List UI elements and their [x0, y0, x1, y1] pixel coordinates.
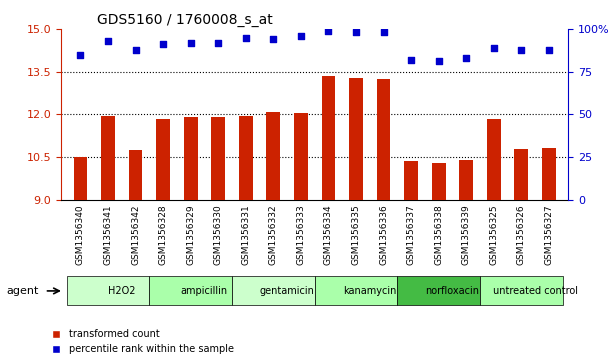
Text: agent: agent — [7, 286, 39, 296]
FancyBboxPatch shape — [397, 277, 480, 305]
Bar — [129, 150, 142, 200]
Point — [186, 40, 196, 46]
FancyBboxPatch shape — [149, 277, 232, 305]
Point — [131, 46, 141, 52]
Bar — [266, 111, 280, 200]
Bar — [349, 78, 363, 200]
FancyBboxPatch shape — [67, 277, 149, 305]
Bar — [294, 113, 308, 200]
Point — [324, 28, 334, 34]
Bar — [542, 148, 556, 200]
Point — [406, 57, 416, 63]
Point — [213, 40, 223, 46]
Bar — [432, 163, 445, 200]
Bar — [101, 116, 115, 200]
Text: ampicillin: ampicillin — [181, 286, 228, 296]
Point — [434, 58, 444, 64]
Text: norfloxacin: norfloxacin — [425, 286, 480, 296]
Bar — [211, 117, 225, 200]
Point — [516, 46, 526, 52]
Point — [461, 55, 471, 61]
Point — [489, 45, 499, 51]
Legend: transformed count, percentile rank within the sample: transformed count, percentile rank withi… — [48, 326, 238, 358]
Point — [379, 29, 389, 35]
Bar — [459, 160, 473, 200]
Point — [544, 46, 554, 52]
Bar — [404, 161, 418, 200]
Point — [103, 38, 113, 44]
Text: GDS5160 / 1760008_s_at: GDS5160 / 1760008_s_at — [97, 13, 273, 26]
Point — [268, 36, 278, 42]
Bar — [321, 76, 335, 200]
FancyBboxPatch shape — [480, 277, 563, 305]
Text: kanamycin: kanamycin — [343, 286, 397, 296]
Point — [241, 34, 251, 40]
Text: gentamicin: gentamicin — [260, 286, 315, 296]
Bar — [73, 157, 87, 200]
Point — [158, 41, 168, 47]
Bar — [376, 79, 390, 200]
FancyBboxPatch shape — [232, 277, 315, 305]
Point — [76, 52, 86, 57]
Bar — [487, 119, 500, 200]
Text: untreated control: untreated control — [492, 286, 577, 296]
Point — [296, 33, 306, 39]
Bar — [156, 119, 170, 200]
FancyBboxPatch shape — [315, 277, 397, 305]
Point — [351, 29, 361, 35]
Bar — [239, 116, 253, 200]
Text: H2O2: H2O2 — [108, 286, 136, 296]
Bar — [184, 117, 197, 200]
Bar — [514, 149, 529, 200]
